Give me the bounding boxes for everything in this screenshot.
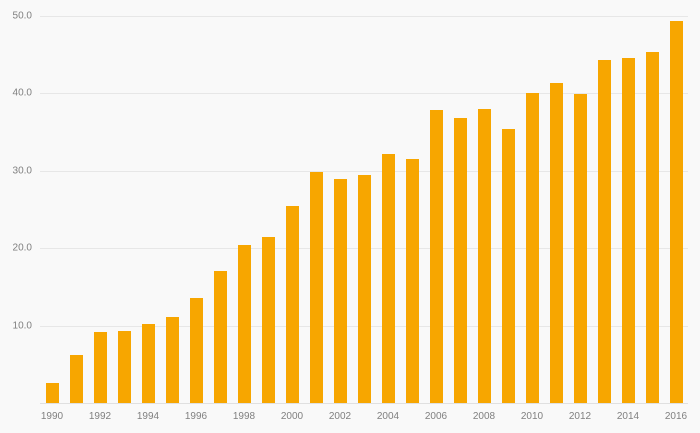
bar-2015	[646, 52, 659, 403]
x-axis-tick-label: 2010	[520, 411, 544, 422]
x-axis-tick-label: 1990	[40, 411, 64, 422]
bar-2001	[310, 172, 323, 403]
bar-1992	[94, 331, 107, 403]
bar-1998	[238, 245, 251, 403]
gridline	[40, 93, 688, 95]
bar-2009	[502, 129, 515, 403]
y-axis-tick-label: 30.0	[12, 165, 32, 177]
bar-2013	[598, 60, 611, 403]
bar-2010	[526, 93, 539, 403]
bar-2016	[670, 20, 683, 403]
bar-2000	[286, 206, 299, 403]
x-axis-tick-label: 2004	[376, 411, 400, 422]
x-axis-tick-label: 2006	[424, 411, 448, 422]
bar-1993	[118, 331, 131, 403]
bar-2011	[550, 83, 563, 403]
x-axis-tick-label: 1996	[184, 411, 208, 422]
bar-1994	[142, 324, 155, 403]
bar-2003	[358, 175, 371, 403]
x-axis-tick-label: 2002	[328, 411, 352, 422]
x-axis-tick-label: 2012	[568, 411, 592, 422]
y-axis-tick-label: 40.0	[12, 87, 32, 99]
bar-2008	[478, 108, 491, 403]
bar-1999	[262, 237, 275, 403]
bar-2005	[406, 159, 419, 403]
y-axis-tick-label: 10.0	[12, 320, 32, 332]
x-axis-tick-label: 2008	[472, 411, 496, 422]
bar-1996	[190, 297, 203, 403]
bar-1991	[70, 355, 83, 403]
gridline	[40, 170, 688, 172]
bar-2004	[382, 153, 395, 403]
bar-2006	[430, 109, 443, 403]
bar-2007	[454, 118, 467, 403]
bar-1995	[166, 317, 179, 403]
x-axis-tick-label: 2014	[616, 411, 640, 422]
x-axis-tick-label: 1998	[232, 411, 256, 422]
bar-1990	[46, 382, 59, 403]
bar-2002	[334, 178, 347, 403]
y-axis-tick-label: 50.0	[12, 10, 32, 22]
x-axis-tick-label: 2016	[664, 411, 688, 422]
x-axis-tick-label: 1992	[88, 411, 112, 422]
x-axis-line	[40, 403, 688, 404]
x-axis-tick-label: 2000	[280, 411, 304, 422]
gridline	[40, 16, 688, 17]
bar-2014	[622, 57, 635, 403]
bar-2012	[574, 94, 587, 403]
y-axis-tick-label: 20.0	[12, 242, 32, 254]
bar-1997	[214, 270, 227, 403]
x-axis-tick-label: 1994	[136, 411, 160, 422]
